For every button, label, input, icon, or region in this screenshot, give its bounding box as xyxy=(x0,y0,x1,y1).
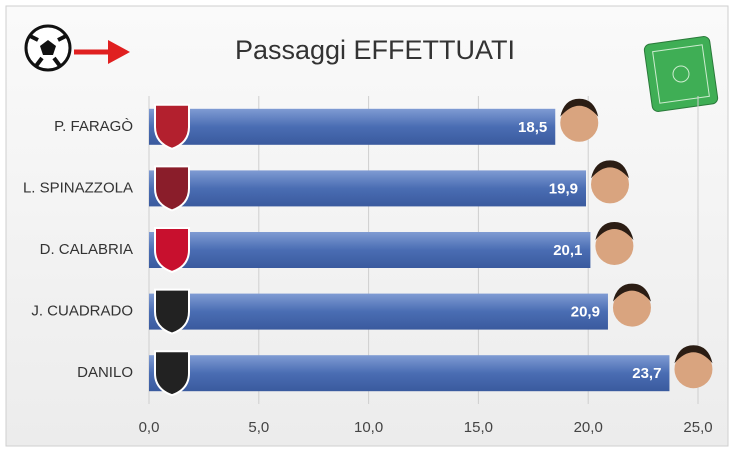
x-tick-label: 20,0 xyxy=(574,419,603,436)
y-tick-label: L. SPINAZZOLA xyxy=(23,179,133,196)
team-logo xyxy=(155,351,189,395)
team-logo xyxy=(155,290,189,334)
y-tick-label: P. FARAGÒ xyxy=(54,118,133,135)
value-label: 19,9 xyxy=(549,180,578,197)
chart: Passaggi EFFETTUATI 0,0 5,0 10,0 15,0 20,0 25… xyxy=(0,0,734,452)
field-icon xyxy=(644,36,719,113)
x-tick-label: 15,0 xyxy=(464,419,493,436)
x-tick-label: 25,0 xyxy=(683,419,712,436)
x-tick-label: 0,0 xyxy=(139,419,160,436)
bar xyxy=(149,232,590,268)
value-label: 20,1 xyxy=(553,242,582,259)
player-photo xyxy=(591,160,629,203)
y-tick-label: DANILO xyxy=(77,364,133,381)
bar xyxy=(149,170,586,206)
player-photo xyxy=(560,99,598,142)
player-photo xyxy=(613,284,651,327)
team-logo xyxy=(155,166,189,210)
x-tick-label: 10,0 xyxy=(354,419,383,436)
x-tick-label: 5,0 xyxy=(248,419,269,436)
player-photo xyxy=(674,345,712,388)
chart-title: Passaggi EFFETTUATI xyxy=(235,35,515,65)
value-label: 18,5 xyxy=(518,119,547,136)
team-logo xyxy=(155,105,189,149)
y-tick-label: J. CUADRADO xyxy=(31,303,133,320)
bar xyxy=(149,355,669,391)
player-photo xyxy=(595,222,633,265)
value-label: 20,9 xyxy=(571,304,600,321)
team-logo xyxy=(155,228,189,272)
value-label: 23,7 xyxy=(632,365,661,382)
bar xyxy=(149,294,608,330)
bar xyxy=(149,109,555,145)
y-tick-label: D. CALABRIA xyxy=(40,241,133,258)
